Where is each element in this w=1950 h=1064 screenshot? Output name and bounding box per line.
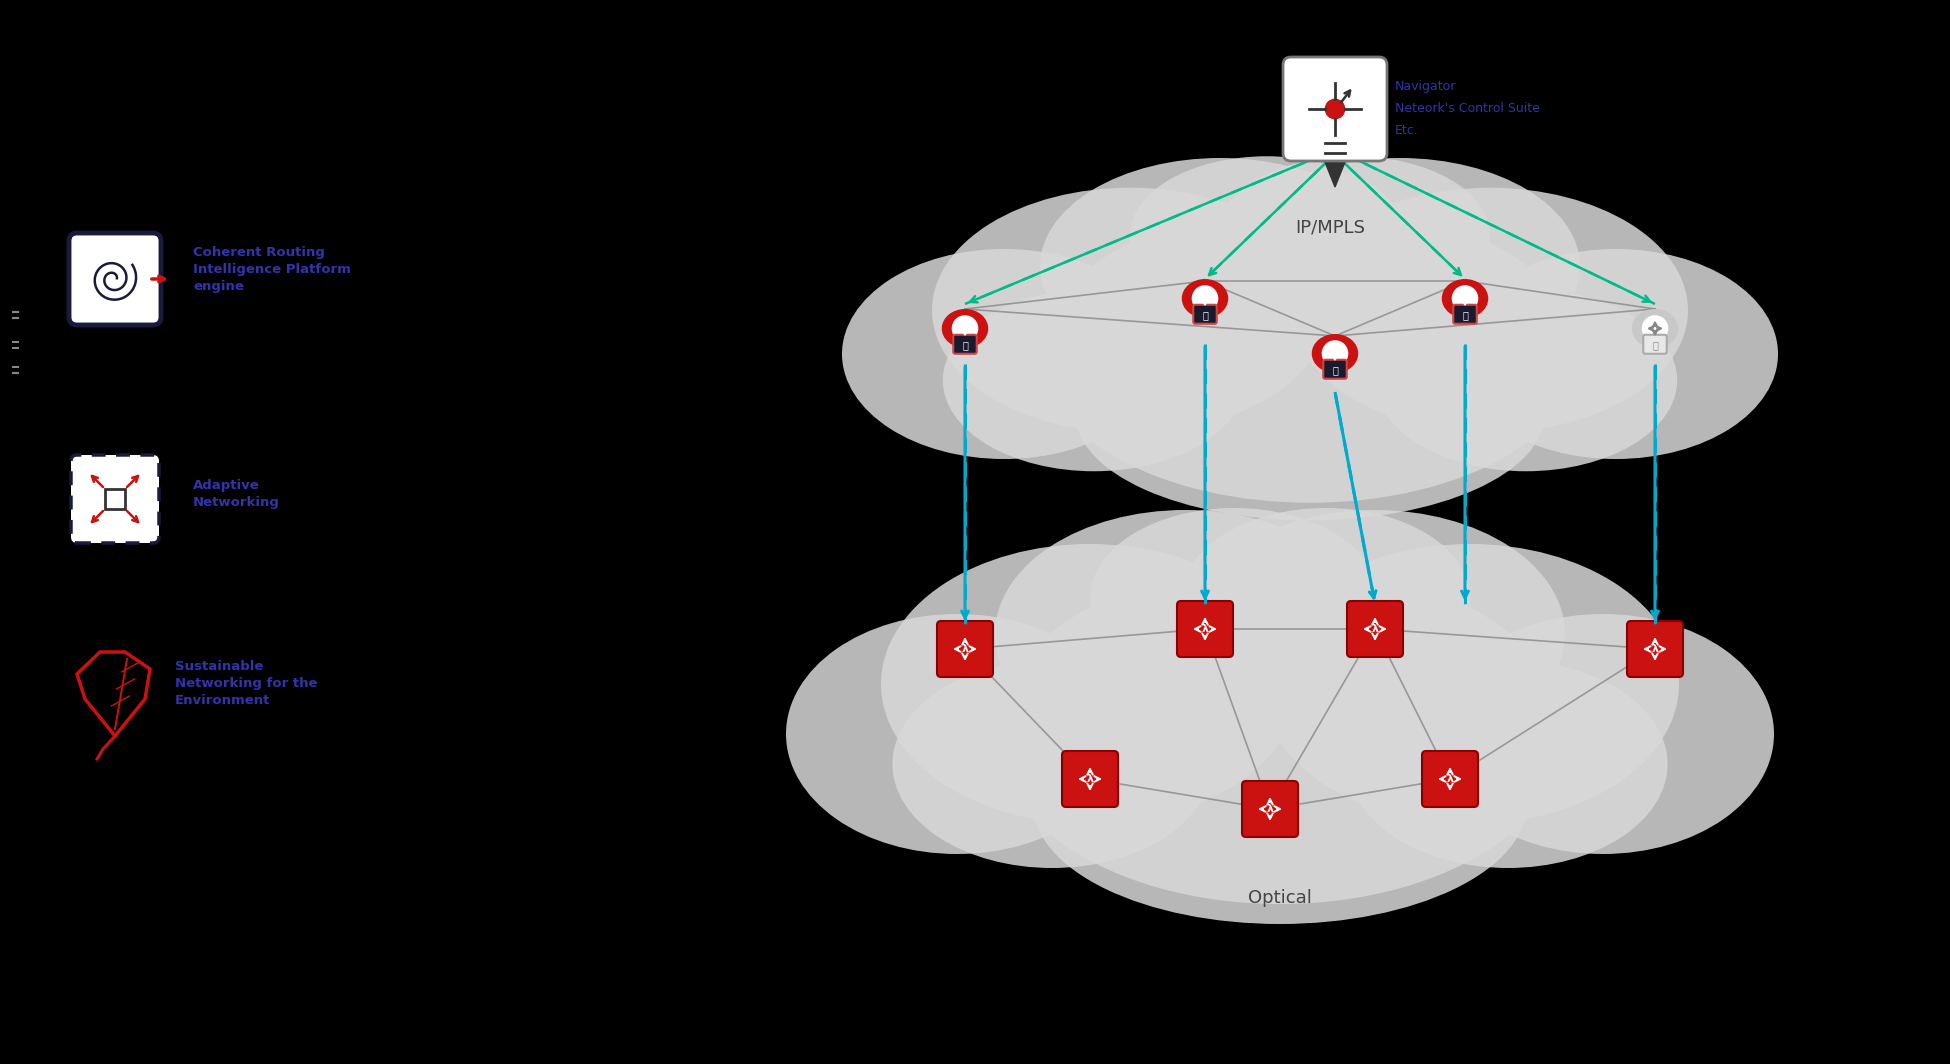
Text: λ: λ [961,644,969,654]
Text: 〜: 〜 [1201,310,1207,319]
Ellipse shape [1375,289,1677,471]
Ellipse shape [1312,334,1359,373]
Text: 〜: 〜 [1332,365,1338,375]
FancyBboxPatch shape [1453,304,1476,323]
Circle shape [1453,286,1478,311]
Ellipse shape [1347,660,1667,868]
Ellipse shape [1129,156,1404,314]
FancyBboxPatch shape [1063,751,1117,807]
Text: 〜: 〜 [1462,310,1468,319]
Ellipse shape [994,510,1375,758]
Ellipse shape [1039,205,1580,503]
Ellipse shape [1039,157,1400,375]
Ellipse shape [881,544,1299,824]
Text: λ: λ [1201,624,1209,634]
FancyBboxPatch shape [1324,360,1347,379]
Ellipse shape [1262,544,1679,824]
Text: λ: λ [1086,774,1094,784]
FancyBboxPatch shape [938,621,993,677]
Ellipse shape [1293,187,1689,433]
Text: λ: λ [1266,804,1273,814]
Ellipse shape [1632,309,1679,348]
Circle shape [1322,340,1347,366]
Ellipse shape [1182,279,1228,318]
Text: 〜: 〜 [961,339,967,350]
Ellipse shape [1221,157,1580,375]
FancyBboxPatch shape [1283,57,1386,161]
Text: IP/MPLS: IP/MPLS [1295,219,1365,237]
Circle shape [1326,99,1345,119]
Text: Optical: Optical [1248,890,1312,907]
Ellipse shape [1455,249,1778,459]
FancyBboxPatch shape [1193,304,1217,323]
Ellipse shape [1034,684,1527,924]
Ellipse shape [1431,614,1774,854]
Text: Adaptive
Networking: Adaptive Networking [193,479,281,509]
Circle shape [1642,316,1667,342]
Text: Etc.: Etc. [1394,124,1420,137]
FancyBboxPatch shape [1347,601,1402,656]
Ellipse shape [786,614,1127,854]
Ellipse shape [1182,508,1470,688]
FancyBboxPatch shape [1178,601,1232,656]
Text: λ: λ [1447,774,1453,784]
Ellipse shape [1076,311,1544,520]
FancyBboxPatch shape [70,455,160,543]
Ellipse shape [942,309,989,348]
Ellipse shape [842,249,1166,459]
FancyBboxPatch shape [1242,781,1299,837]
FancyBboxPatch shape [1644,335,1667,353]
FancyBboxPatch shape [68,233,162,325]
Text: Navigator: Navigator [1394,81,1457,94]
Ellipse shape [893,660,1211,868]
Text: λ: λ [1371,624,1379,634]
FancyBboxPatch shape [954,335,977,353]
Circle shape [1191,286,1217,311]
Polygon shape [1322,157,1347,187]
Ellipse shape [942,289,1246,471]
Text: Neteork's Control Suite: Neteork's Control Suite [1394,102,1541,116]
Ellipse shape [932,187,1328,433]
FancyBboxPatch shape [1626,621,1683,677]
Ellipse shape [1186,510,1566,758]
FancyBboxPatch shape [1422,751,1478,807]
Text: λ: λ [1652,644,1659,654]
Ellipse shape [1441,279,1488,318]
Ellipse shape [1217,156,1490,314]
Ellipse shape [994,564,1566,904]
Text: Coherent Routing
Intelligence Platform
engine: Coherent Routing Intelligence Platform e… [193,246,351,293]
Circle shape [952,316,977,342]
Text: Sustainable
Networking for the
Environment: Sustainable Networking for the Environme… [176,661,318,708]
Text: 〜: 〜 [1652,339,1657,350]
Ellipse shape [1090,508,1379,688]
